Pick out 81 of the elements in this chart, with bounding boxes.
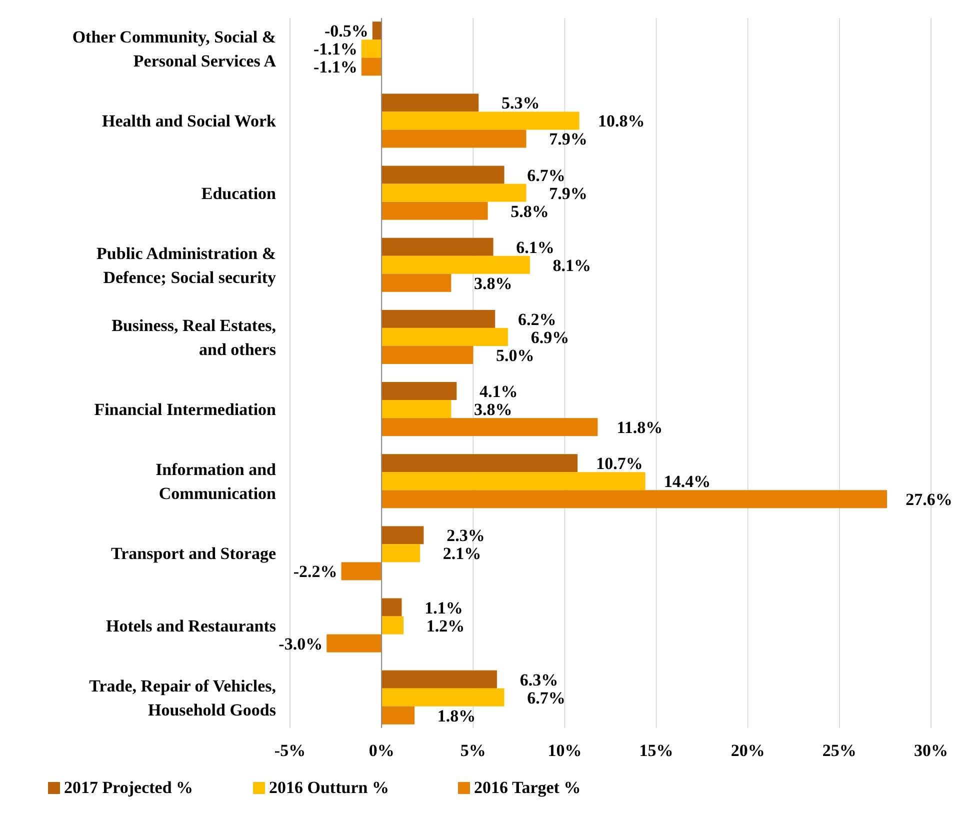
data-label: 1.2% (426, 616, 465, 636)
data-label: 6.2% (518, 310, 556, 329)
y-tick-label: Education (201, 184, 277, 203)
y-tick-label: Financial Intermediation (94, 400, 277, 420)
data-label: 7.9% (549, 130, 588, 149)
bar (382, 256, 530, 274)
bar (382, 472, 646, 490)
data-label: 7.9% (549, 184, 588, 203)
bar (382, 400, 452, 418)
bar (382, 328, 508, 346)
data-label: -1.1% (313, 40, 358, 59)
data-label: 5.0% (496, 346, 534, 365)
y-tick-label: Hotels and Restaurants (106, 616, 276, 636)
bar (382, 346, 474, 364)
x-tick-label: 0% (368, 741, 394, 760)
data-label: 6.7% (527, 166, 566, 185)
x-tick-label: 10% (548, 741, 582, 760)
data-label: 10.8% (598, 112, 645, 131)
data-label: 3.8% (474, 274, 512, 293)
bar (382, 616, 404, 634)
data-label: -1.1% (313, 58, 358, 77)
bar (382, 706, 415, 724)
y-tick-label: Other Community, Social & Personal Services A (72, 28, 277, 71)
bar (382, 526, 424, 544)
bar (382, 490, 888, 508)
bar (382, 274, 452, 292)
bar (382, 418, 598, 436)
y-tick-label: Information and Communication (156, 460, 277, 504)
y-tick-label: Business, Real Estates, and others (112, 316, 276, 359)
bar (382, 166, 504, 184)
data-label: -2.2% (293, 562, 338, 582)
data-label: 6.7% (527, 688, 566, 708)
data-label: -0.5% (324, 22, 368, 41)
bar (382, 94, 479, 112)
legend-label: 2017 Projected % (64, 778, 194, 797)
bar (382, 688, 504, 706)
data-label: 5.8% (510, 202, 549, 221)
x-tick-label: 25% (822, 741, 856, 760)
data-label: 11.8% (616, 418, 663, 438)
data-label: 8.1% (552, 256, 592, 275)
bar (382, 454, 578, 472)
x-tick-label: -5% (274, 741, 306, 760)
data-label: 1.1% (424, 598, 463, 618)
x-tick-label: 5% (460, 741, 486, 760)
y-tick-label: Public Administration & Defence; Social security (96, 244, 276, 287)
data-label: 1.8% (437, 706, 476, 726)
data-label: 6.9% (530, 328, 570, 347)
data-label: 14.4% (664, 472, 711, 492)
bar (382, 382, 457, 400)
data-label: 3.8% (474, 400, 512, 420)
bar (382, 310, 496, 328)
bar (326, 634, 382, 652)
data-label: 2.3% (446, 526, 485, 546)
y-tick-label: Transport and Storage (111, 544, 276, 564)
bar (382, 238, 494, 256)
x-tick-label: 15% (639, 741, 674, 760)
y-tick-label: Health and Social Work (102, 112, 277, 131)
bar (382, 544, 420, 562)
bar (341, 562, 382, 580)
bar (382, 130, 526, 148)
legend-label: 2016 Target % (474, 778, 581, 797)
data-label: 6.3% (520, 670, 558, 690)
data-label: 10.7% (596, 454, 643, 474)
legend-label: 2016 Outturn % (269, 778, 389, 797)
bar (382, 202, 488, 220)
bar (382, 598, 402, 616)
data-label: 4.1% (480, 382, 518, 402)
bar (361, 58, 382, 76)
data-label: 2.1% (442, 544, 482, 564)
bar (372, 22, 382, 40)
data-label: 27.6% (906, 490, 952, 510)
x-tick-label: 20% (730, 741, 765, 760)
data-label: 5.3% (502, 94, 540, 113)
bar (361, 40, 382, 58)
x-tick-label: 30% (914, 741, 948, 760)
bar (382, 184, 526, 202)
data-label: -3.0% (278, 634, 323, 654)
y-tick-label: Trade, Repair of Vehicles, Household Goods (89, 676, 276, 720)
bar (382, 670, 497, 688)
data-label: 6.1% (516, 238, 554, 257)
bar (382, 112, 580, 130)
